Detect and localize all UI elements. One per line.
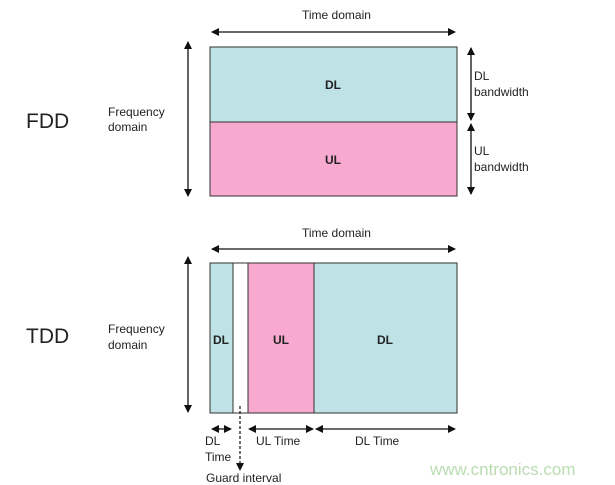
tdd-dl1-label: DL [213,333,229,347]
tdd-title: TDD [26,325,69,348]
watermark: www.cntronics.com [429,460,575,479]
fdd-ul-label: UL [325,153,341,167]
fdd-dl-block [209,46,458,123]
tdd-ul-time: UL Time [256,434,301,448]
fdd-ul-bw-2: bandwidth [474,160,529,174]
tdd-freq-label-2: domain [108,338,147,352]
tdd-freq-label-1: Frequency [108,322,165,336]
tdd-guard-block [232,262,249,414]
tdd-dl-time-2: Time [205,450,232,464]
guard-interval-label: Guard interval [206,471,281,485]
fdd-dl-label: DL [325,78,341,92]
tdd-dl-time2: DL Time [355,434,400,448]
fdd-time-label: Time domain [302,8,371,22]
fdd-ul-bw-1: UL [474,144,490,158]
tdd-dl-block-2 [313,262,458,414]
fdd-freq-label-2: domain [108,120,147,134]
fdd-dl-bw-2: bandwidth [474,85,529,99]
fdd-title: FDD [26,110,69,133]
tdd-dl2-label: DL [377,333,393,347]
tdd-time-label: Time domain [302,226,371,240]
tdd-ul-label: UL [273,333,289,347]
tdd-dl-time-1: DL [205,434,221,448]
tdd-ul-block [247,262,315,414]
fdd-ul-block [209,121,458,197]
fdd-dl-bw-1: DL [474,69,490,83]
fdd-freq-label-1: Frequency [108,105,165,119]
